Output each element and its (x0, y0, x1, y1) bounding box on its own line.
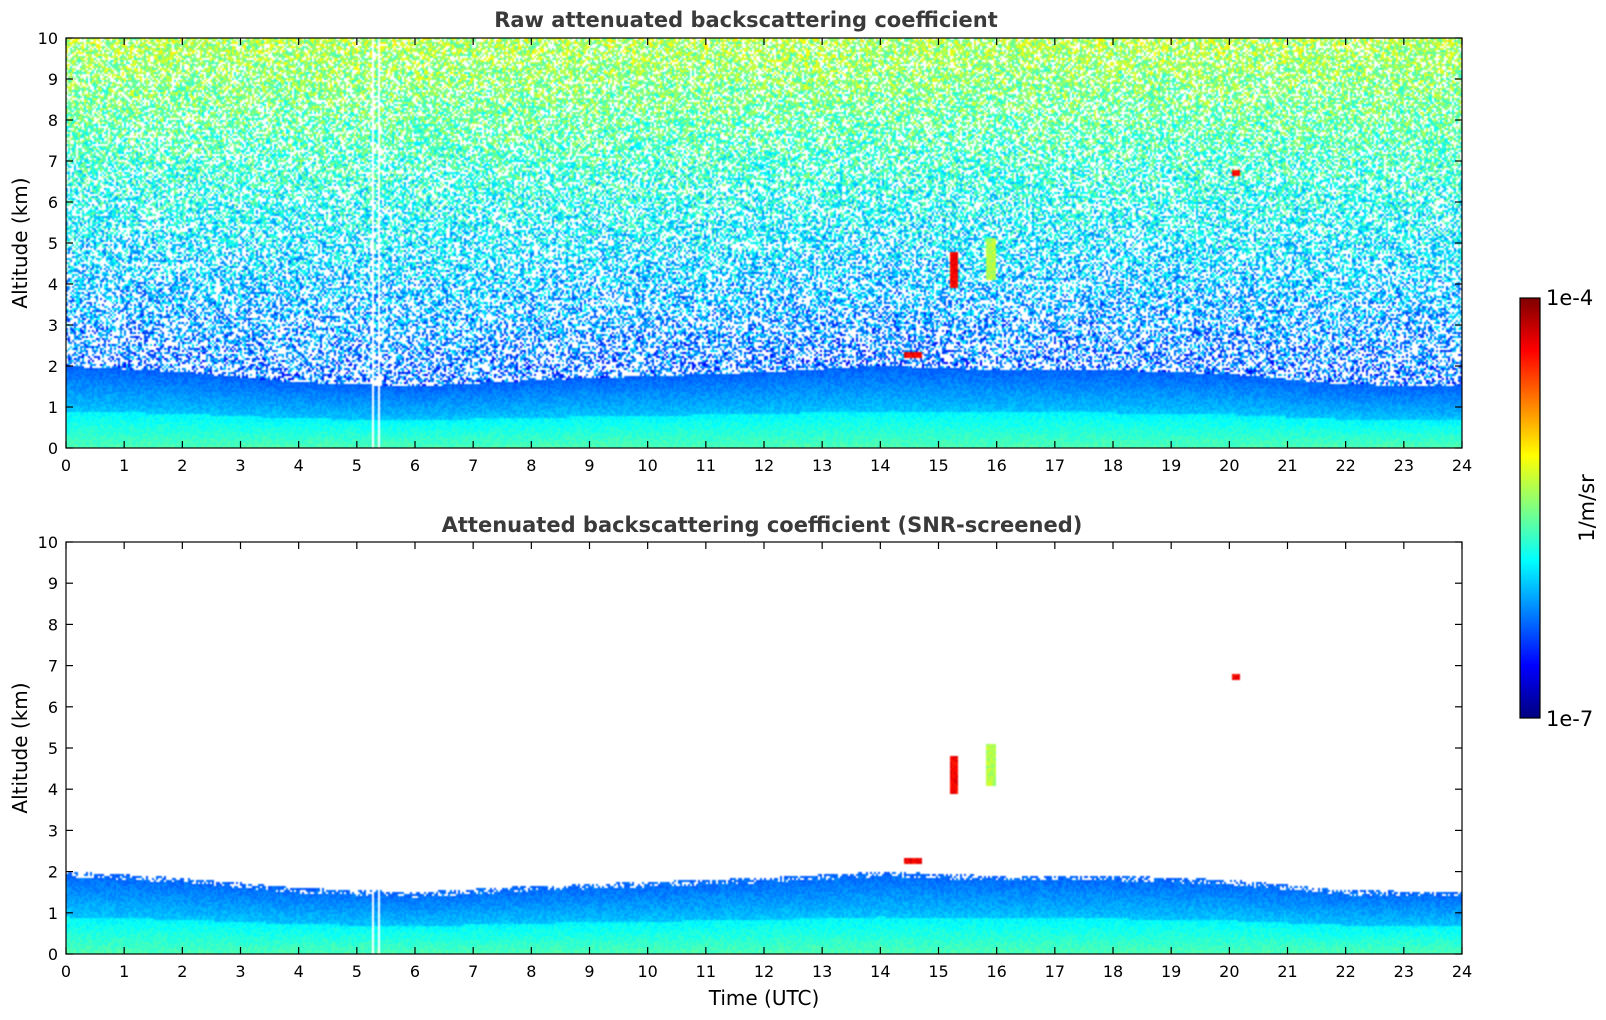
x-tick-label: 16 (986, 456, 1006, 475)
x-tick-label: 4 (294, 456, 304, 475)
raw-backscatter-panel: Raw attenuated backscattering coefficien… (8, 8, 1472, 475)
x-tick-label: 17 (1045, 456, 1065, 475)
x-tick-label: 22 (1335, 456, 1355, 475)
x-tick-label: 2 (177, 456, 187, 475)
x-tick-label: 4 (294, 962, 304, 981)
x-tick-label: 23 (1394, 456, 1414, 475)
x-tick-label: 21 (1277, 456, 1297, 475)
x-tick-label: 23 (1394, 962, 1414, 981)
y-tick-label: 5 (48, 234, 58, 253)
snr-y-axis: 0 1 2 3 4 5 6 7 8 9 10 (38, 533, 1462, 964)
y-tick-label: 0 (48, 439, 58, 458)
x-tick-label: 19 (1161, 962, 1181, 981)
y-tick-label: 2 (48, 863, 58, 882)
x-tick-label: 5 (352, 456, 362, 475)
raw-heatmap-raster (66, 38, 1462, 448)
raw-x-axis: 0 1 2 3 4 5 6 7 8 9 10 11 12 13 14 15 16 17 18 19 20 21 22 23 24 (61, 38, 1472, 475)
x-tick-label: 3 (235, 456, 245, 475)
colorbar-max-label: 1e-4 (1546, 286, 1593, 310)
y-tick-label: 0 (48, 945, 58, 964)
raw-y-axis: 0 1 2 3 4 5 6 7 8 9 10 (38, 29, 1462, 458)
x-tick-label: 7 (468, 456, 478, 475)
x-tick-label: 0 (61, 456, 71, 475)
snr-screened-panel: Attenuated backscattering coefficient (S… (8, 513, 1472, 1010)
x-tick-label: 24 (1452, 962, 1472, 981)
y-tick-label: 4 (48, 780, 58, 799)
x-tick-label: 5 (352, 962, 362, 981)
x-tick-label: 14 (870, 962, 890, 981)
x-tick-label: 20 (1219, 962, 1239, 981)
x-tick-label: 20 (1219, 456, 1239, 475)
x-tick-label: 12 (754, 962, 774, 981)
y-tick-label: 8 (48, 615, 58, 634)
x-tick-label: 16 (986, 962, 1006, 981)
colorbar: 1e-4 1e-7 1/m/sr (1519, 286, 1599, 731)
snr-heatmap-canvas (66, 542, 1462, 954)
x-tick-label: 0 (61, 962, 71, 981)
snr-x-axis: 0 1 2 3 4 5 6 7 8 9 10 11 12 13 14 15 16 17 18 19 20 21 22 23 24 (61, 542, 1472, 981)
y-tick-label: 2 (48, 357, 58, 376)
raw-y-axis-label: Altitude (km) (8, 177, 32, 308)
x-tick-label: 13 (812, 456, 832, 475)
colorbar-frame (1519, 297, 1541, 719)
y-tick-label: 7 (48, 657, 58, 676)
y-tick-label: 3 (48, 821, 58, 840)
x-tick-label: 22 (1335, 962, 1355, 981)
x-tick-label: 1 (119, 962, 129, 981)
y-tick-label: 6 (48, 698, 58, 717)
snr-heatmap-raster (66, 542, 1462, 954)
y-tick-label: 10 (38, 29, 58, 48)
y-tick-label: 6 (48, 193, 58, 212)
x-tick-label: 15 (928, 456, 948, 475)
snr-y-axis-label: Altitude (km) (8, 682, 32, 813)
x-tick-label: 7 (468, 962, 478, 981)
raw-panel-title: Raw attenuated backscattering coefficien… (494, 8, 998, 32)
x-tick-label: 10 (637, 456, 657, 475)
y-tick-label: 10 (38, 533, 58, 552)
x-tick-label: 8 (526, 456, 536, 475)
x-tick-label: 9 (584, 962, 594, 981)
y-tick-label: 3 (48, 316, 58, 335)
colorbar-gradient (1520, 298, 1540, 718)
y-tick-label: 9 (48, 70, 58, 89)
x-tick-label: 21 (1277, 962, 1297, 981)
x-tick-label: 11 (696, 962, 716, 981)
x-tick-label: 8 (526, 962, 536, 981)
colorbar-unit-label: 1/m/sr (1575, 474, 1599, 542)
y-tick-label: 9 (48, 574, 58, 593)
y-tick-label: 1 (48, 904, 58, 923)
x-tick-label: 11 (696, 456, 716, 475)
y-tick-label: 4 (48, 275, 58, 294)
x-tick-label: 10 (637, 962, 657, 981)
x-tick-label: 3 (235, 962, 245, 981)
x-tick-label: 6 (410, 456, 420, 475)
x-tick-label: 1 (119, 456, 129, 475)
y-tick-label: 7 (48, 152, 58, 171)
x-tick-label: 15 (928, 962, 948, 981)
x-tick-label: 6 (410, 962, 420, 981)
snr-panel-title: Attenuated backscattering coefficient (S… (442, 513, 1083, 537)
x-tick-label: 2 (177, 962, 187, 981)
x-tick-label: 19 (1161, 456, 1181, 475)
x-tick-label: 9 (584, 456, 594, 475)
x-tick-label: 13 (812, 962, 832, 981)
x-tick-label: 18 (1103, 456, 1123, 475)
x-tick-label: 17 (1045, 962, 1065, 981)
x-tick-label: 18 (1103, 962, 1123, 981)
x-axis-label: Time (UTC) (708, 986, 820, 1010)
x-tick-label: 24 (1452, 456, 1472, 475)
y-tick-label: 8 (48, 111, 58, 130)
raw-heatmap-canvas (66, 38, 1462, 448)
raw-heatmap (66, 38, 1462, 448)
snr-heatmap (66, 542, 1462, 954)
x-tick-label: 12 (754, 456, 774, 475)
y-tick-label: 1 (48, 398, 58, 417)
x-tick-label: 14 (870, 456, 890, 475)
y-tick-label: 5 (48, 739, 58, 758)
colorbar-min-label: 1e-7 (1546, 707, 1593, 731)
